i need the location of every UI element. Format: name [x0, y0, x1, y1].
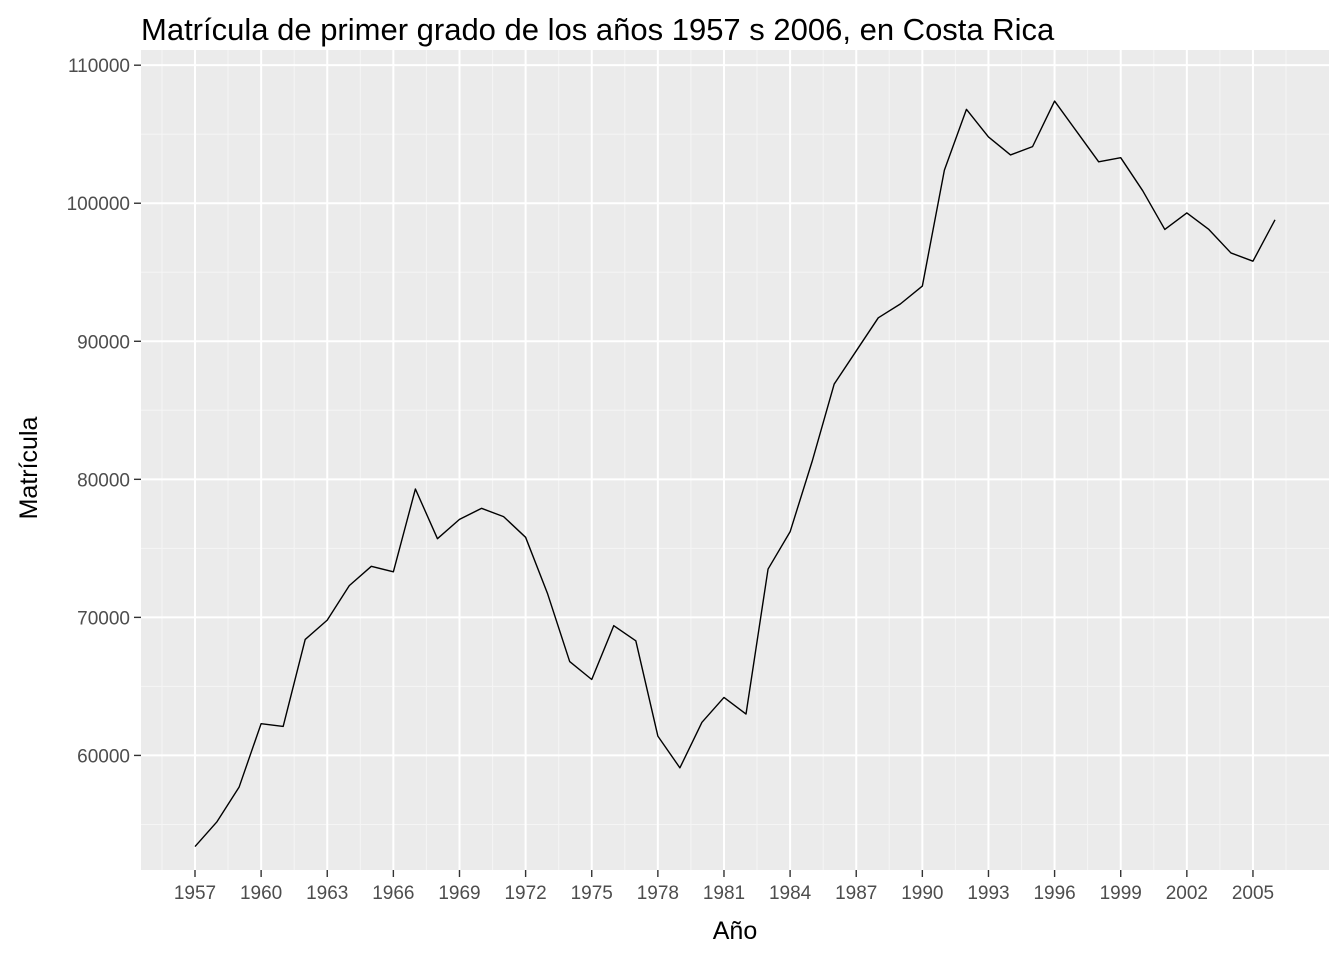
x-tick-label: 1981 — [703, 883, 745, 904]
x-tick-label: 1969 — [438, 883, 480, 904]
x-tick-label: 2002 — [1166, 883, 1208, 904]
plot-panel — [141, 50, 1329, 870]
x-tick-label: 1975 — [571, 883, 613, 904]
x-tick-label: 1978 — [637, 883, 679, 904]
x-tick-label: 1966 — [372, 883, 414, 904]
x-tick-label: 1963 — [306, 883, 348, 904]
x-tick-label: 1996 — [1033, 883, 1075, 904]
x-tick-label: 1999 — [1100, 883, 1142, 904]
x-axis: 1957 1960 1963 1966 1969 1972 1975 1978 1981 1984… — [174, 870, 1274, 904]
x-tick-label: 1990 — [901, 883, 943, 904]
x-tick-label: 1972 — [504, 883, 546, 904]
x-tick-label: 1960 — [240, 883, 282, 904]
x-tick-label: 2005 — [1232, 883, 1274, 904]
y-tick-label: 60000 — [77, 746, 130, 767]
chart-title: Matrícula de primer grado de los años 19… — [141, 12, 1055, 47]
x-tick-label: 1957 — [174, 883, 216, 904]
y-tick-label: 90000 — [77, 332, 130, 353]
y-axis-title: Matrícula — [15, 417, 43, 520]
y-tick-label: 70000 — [77, 608, 130, 629]
x-axis-title: Año — [713, 917, 757, 945]
y-tick-label: 110000 — [68, 56, 130, 77]
x-tick-label: 1987 — [835, 883, 877, 904]
x-tick-label: 1993 — [967, 883, 1009, 904]
y-tick-label: 80000 — [77, 470, 130, 491]
y-axis: 60000 70000 80000 90000 100000 110000 — [67, 56, 141, 767]
y-tick-label: 100000 — [67, 194, 130, 215]
x-tick-label: 1984 — [769, 883, 812, 904]
